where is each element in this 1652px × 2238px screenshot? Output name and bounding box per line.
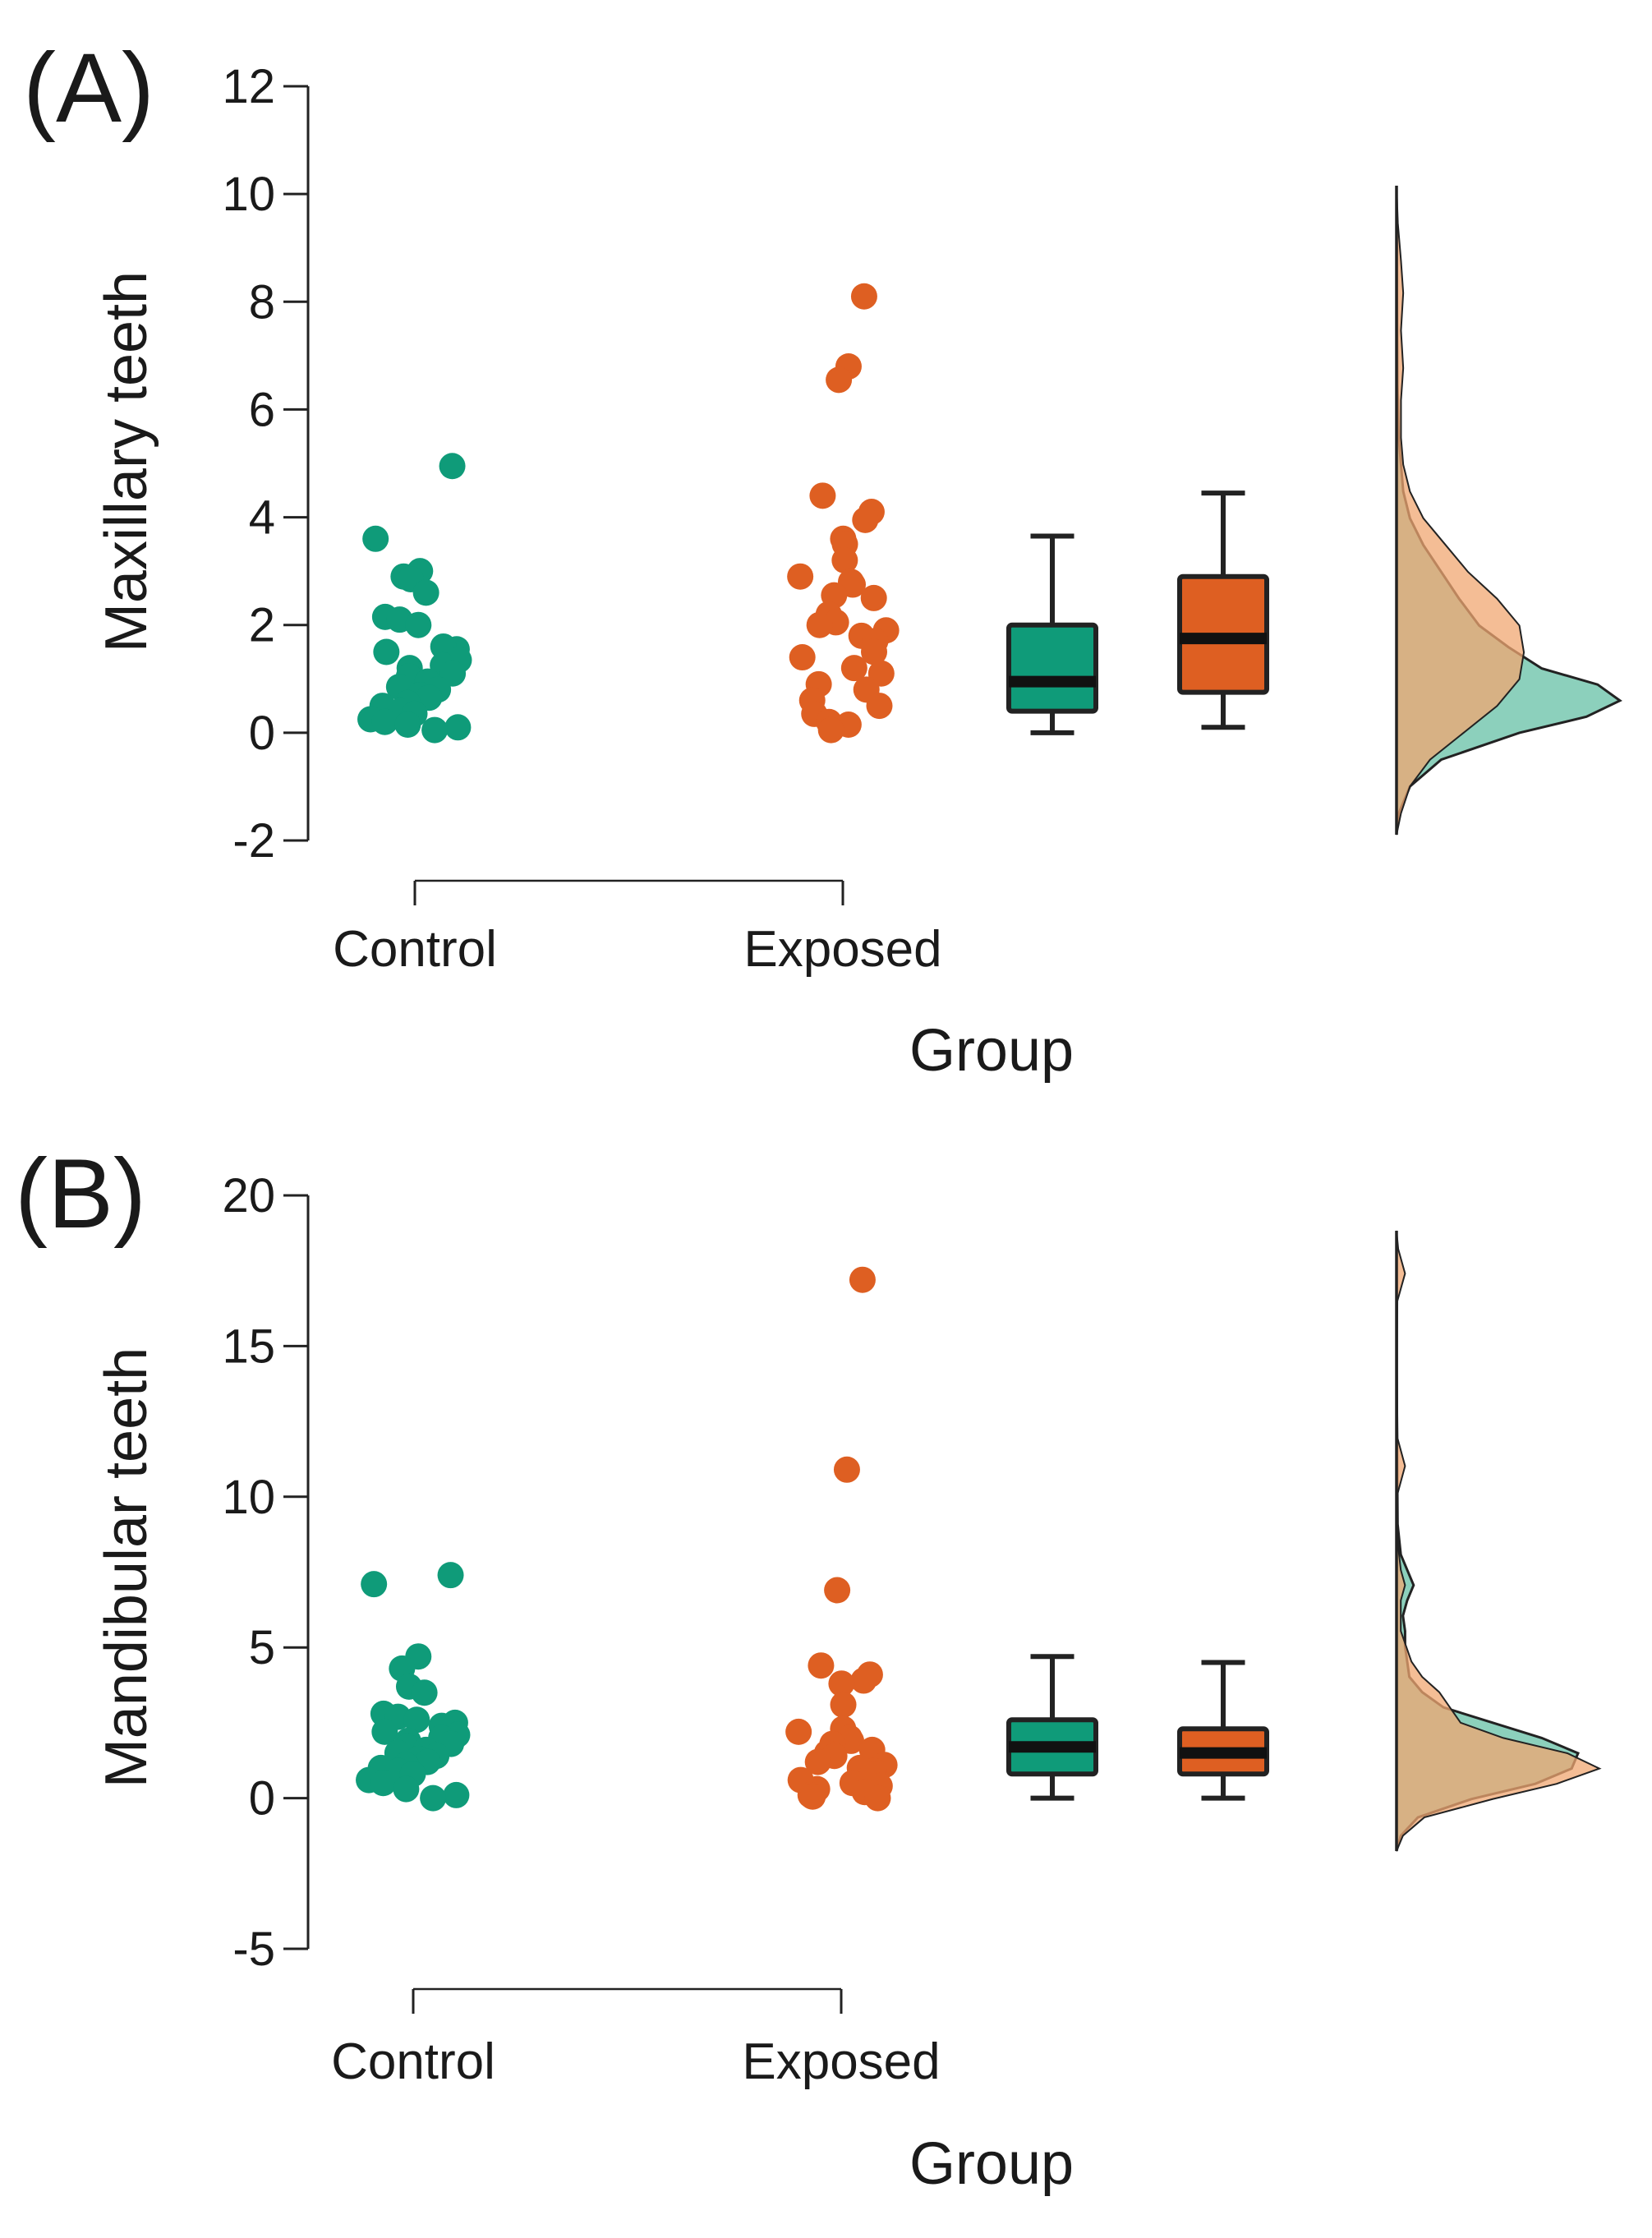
x-category-exposed-b: Exposed (742, 2033, 940, 2090)
data-point-exposed (849, 1266, 876, 1293)
panel-a-maxillary-teeth: (A) Maxillary teeth -2 0 2 4 6 8 10 12 Control … (23, 33, 1622, 1084)
data-point-control (443, 1781, 470, 1808)
y-tick-label: 15 (222, 1319, 275, 1373)
data-point-exposed (830, 1691, 857, 1718)
x-axis-a: Control Exposed (333, 879, 942, 978)
data-point-control (394, 711, 421, 739)
x-axis-b: Control Exposed (331, 1987, 941, 2090)
panel-label-b: (B) (15, 1139, 146, 1249)
data-point-exposed (804, 1748, 831, 1775)
y-tick-label: 4 (249, 491, 275, 545)
y-axis-title-maxillary: Maxillary teeth (94, 271, 159, 652)
data-point-exposed (828, 1670, 855, 1697)
data-point-control (420, 1784, 447, 1812)
data-point-control (371, 708, 398, 735)
data-point-exposed (866, 693, 893, 720)
data-point-exposed (833, 1456, 860, 1483)
y-tick-label: 5 (249, 1621, 275, 1674)
data-point-exposed (852, 506, 879, 533)
boxplot-control (1006, 533, 1098, 735)
data-point-exposed (860, 584, 887, 611)
y-axis-b: -5 0 5 10 15 20 (222, 1169, 310, 1976)
data-point-exposed (826, 366, 853, 394)
density-exposed (1396, 185, 1525, 836)
data-point-exposed (831, 547, 858, 574)
data-point-control (405, 611, 432, 638)
box-iqr (1006, 622, 1098, 714)
boxplot-control (1006, 1654, 1098, 1801)
data-point-control (403, 1706, 430, 1734)
boxplots-b (1006, 1654, 1269, 1801)
y-tick-label: 10 (222, 1471, 275, 1524)
data-point-exposed (785, 1718, 812, 1745)
data-point-exposed (799, 1783, 826, 1810)
data-point-control (361, 1571, 388, 1598)
data-point-exposed (809, 482, 836, 509)
data-point-exposed (806, 611, 833, 638)
data-point-control (393, 1775, 420, 1803)
density-plot-b (1395, 1230, 1602, 1852)
data-point-control (444, 714, 472, 741)
data-point-exposed (840, 655, 867, 682)
scatter-points-b (356, 1266, 898, 1812)
y-tick-label: 6 (249, 383, 275, 436)
x-axis-title-a: Group (909, 1018, 1074, 1084)
scatter-points-a (357, 283, 900, 744)
data-point-control (362, 525, 389, 552)
data-point-exposed (861, 638, 888, 665)
data-point-control (437, 1562, 464, 1589)
y-tick-label: 2 (249, 599, 275, 652)
boxplots-a (1006, 490, 1269, 735)
data-point-exposed (808, 1652, 835, 1679)
data-point-exposed (824, 1577, 851, 1604)
x-axis-title-b: Group (909, 2131, 1074, 2197)
y-tick-label: -5 (232, 1923, 275, 1976)
x-category-control-b: Control (331, 2033, 495, 2090)
data-point-control (421, 716, 449, 744)
x-category-exposed-a: Exposed (743, 921, 941, 978)
data-point-exposed (817, 716, 844, 744)
data-point-exposed (850, 1667, 877, 1694)
y-tick-label: 12 (222, 60, 275, 113)
y-tick-label: 0 (249, 707, 275, 760)
boxplot-exposed (1177, 490, 1269, 730)
y-tick-label: 20 (222, 1169, 275, 1223)
data-point-exposed (850, 283, 877, 310)
data-point-exposed (787, 563, 814, 590)
data-point-control (411, 1679, 438, 1706)
y-tick-label: 8 (249, 275, 275, 329)
y-tick-label: 10 (222, 168, 275, 221)
panel-b-mandibular-teeth: (B) Mandibular teeth -5 0 5 10 15 20 Control … (15, 1139, 1602, 2197)
y-tick-label: -2 (232, 814, 275, 868)
density-exposed (1396, 1230, 1602, 1852)
density-plot-a (1395, 185, 1622, 836)
data-point-control (370, 1770, 397, 1797)
y-axis-a: -2 0 2 4 6 8 10 12 (222, 60, 310, 868)
data-point-control (439, 453, 466, 480)
y-axis-title-mandibular: Mandibular teeth (94, 1347, 159, 1788)
boxplot-exposed (1177, 1660, 1269, 1801)
y-tick-label: 0 (249, 1772, 275, 1826)
data-point-exposed (789, 644, 816, 671)
data-point-control (373, 638, 400, 665)
x-category-control-a: Control (333, 921, 497, 978)
data-point-control (371, 1718, 398, 1745)
data-point-control (412, 579, 439, 606)
panel-label-a: (A) (23, 33, 154, 143)
data-point-exposed (864, 1784, 891, 1812)
